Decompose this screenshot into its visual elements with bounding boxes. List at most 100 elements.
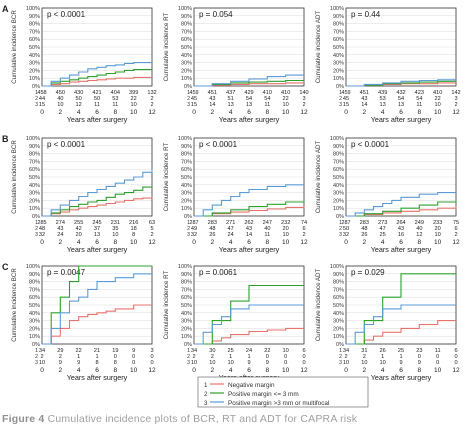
panel-b-3: 0% 10% 20%30% 40% 50% 60% 70%80% 90% 100% Cumulat… xyxy=(315,136,460,254)
risk-table-cell: 10 xyxy=(435,102,441,108)
y-tick-label: 60% xyxy=(181,167,192,173)
x-tick-label: 4 xyxy=(229,367,233,374)
x-axis-label: Years after surgery xyxy=(67,115,128,124)
p-value-label: p < 0.0001 xyxy=(47,10,86,19)
x-tick-label: 12 xyxy=(148,367,156,374)
risk-table-cell: 8 xyxy=(132,232,135,238)
y-tick-label: 10% xyxy=(29,76,40,82)
risk-table-cell: 255 xyxy=(74,220,83,226)
x-tick-label: 0 xyxy=(344,239,348,246)
y-axis-label: Cumulative incidence ADT xyxy=(315,269,322,342)
y-tick-label: 100% xyxy=(26,264,40,270)
x-axis-label: Years after surgery xyxy=(371,115,432,124)
y-tick-label: 100% xyxy=(26,136,40,142)
x-tick-label: 12 xyxy=(148,239,156,246)
y-tick-label: 40% xyxy=(181,183,192,189)
risk-table-row-label: 3 xyxy=(35,102,38,108)
panel-c-3: 0% 10% 20%30% 40% 50% 60% 70%80% 90% 100% Cumulat… xyxy=(315,264,460,382)
y-tick-label: 40% xyxy=(333,53,344,59)
y-tick-label: 30% xyxy=(333,191,344,197)
risk-table-cell: 232 xyxy=(281,220,290,226)
x-axis-label: Years after surgery xyxy=(371,373,432,382)
plot-frame xyxy=(41,137,153,217)
x-tick-label: 2 xyxy=(211,109,215,116)
series-line-3 xyxy=(194,184,304,217)
risk-table-cell: 40 xyxy=(416,226,422,232)
risk-table-cell: 25 xyxy=(228,348,234,354)
x-tick-label: 12 xyxy=(300,109,308,116)
plot-frame xyxy=(345,7,457,87)
series-line-3 xyxy=(346,304,456,345)
risk-table-cell: 262 xyxy=(244,220,253,226)
y-tick-label: 30% xyxy=(29,191,40,197)
risk-table-cell: 20 xyxy=(435,226,441,232)
y-tick-label: 80% xyxy=(181,22,192,28)
risk-table-cell: 20 xyxy=(76,232,82,238)
y-tick-label: 90% xyxy=(333,272,344,278)
risk-table-cell: 410 xyxy=(263,90,272,96)
risk-table-cell: 429 xyxy=(244,90,253,96)
p-value-label: p = 0.054 xyxy=(199,10,233,19)
y-tick-label: 60% xyxy=(333,37,344,43)
series-line-2 xyxy=(346,200,457,217)
risk-table-cell: 10 xyxy=(39,360,45,366)
x-axis-label: Years after surgery xyxy=(67,245,128,254)
risk-table-cell: 22 xyxy=(435,96,441,102)
panel-b-2: 0% 10% 20%30% 40% 50% 60% 70%80% 90% 100% Cumulat… xyxy=(163,136,308,254)
risk-table-row-label: 2 xyxy=(187,226,190,232)
risk-table-cell: 40 xyxy=(57,96,63,102)
y-tick-label: 90% xyxy=(181,272,192,278)
series-line-1 xyxy=(42,304,152,345)
x-axis-label: Years after surgery xyxy=(67,373,128,382)
x-tick-label: 8 xyxy=(418,239,422,246)
risk-table-cell: 18 xyxy=(131,226,137,232)
x-tick-label: 10 xyxy=(282,367,290,374)
y-tick-label: 60% xyxy=(181,295,192,301)
risk-table-cell: 0 xyxy=(436,354,439,360)
legend-label: Positive margin <= 3 mm xyxy=(228,391,299,398)
panel-b-1: 0% 10% 20%30% 40% 50% 60% 70%80% 90% 100% Cumulat… xyxy=(11,136,156,254)
risk-table-cell: 43 xyxy=(209,96,215,102)
y-tick-label: 80% xyxy=(333,152,344,158)
y-tick-label: 40% xyxy=(333,311,344,317)
risk-table-cell: 43 xyxy=(398,226,404,232)
risk-table-cell: 0 xyxy=(302,354,305,360)
y-tick-label: 80% xyxy=(29,22,40,28)
risk-table-cell: 410 xyxy=(433,90,442,96)
risk-table-cell: 231 xyxy=(111,220,120,226)
risk-table-cell: 271 xyxy=(226,220,235,226)
x-tick-label: 4 xyxy=(77,109,81,116)
x-tick-label: 4 xyxy=(229,109,233,116)
y-tick-label: 0% xyxy=(336,84,344,90)
risk-table-cell: 21 xyxy=(94,348,100,354)
risk-table-cell: 10 xyxy=(283,348,289,354)
risk-table-cell: 6 xyxy=(302,226,305,232)
y-axis-label: Cumulative incidence ADT xyxy=(315,11,322,84)
risk-table-cell: 10 xyxy=(131,102,137,108)
y-tick-label: 20% xyxy=(29,326,40,332)
risk-table-cell: 283 xyxy=(360,220,369,226)
risk-table-cell: 54 xyxy=(398,96,404,102)
risk-table-cell: 45 xyxy=(343,96,349,102)
risk-table-cell: 23 xyxy=(416,348,422,354)
legend-number: 3 xyxy=(204,400,208,407)
y-tick-label: 30% xyxy=(333,61,344,67)
risk-table-cell: 45 xyxy=(191,96,197,102)
risk-table-cell: 40 xyxy=(264,226,270,232)
y-tick-label: 20% xyxy=(29,68,40,74)
x-tick-label: 0 xyxy=(344,367,348,374)
risk-table-cell: 14 xyxy=(246,232,252,238)
risk-table-cell: 1 xyxy=(229,354,232,360)
risk-table-row-label: 3 xyxy=(339,360,342,366)
y-axis-label: Cumulative incidence RT xyxy=(163,12,170,81)
x-tick-label: 12 xyxy=(452,109,460,116)
risk-table-cell: 10 xyxy=(191,360,197,366)
y-tick-label: 80% xyxy=(29,152,40,158)
risk-table-cell: 54 xyxy=(264,96,270,102)
risk-table-cell: 13 xyxy=(398,102,404,108)
y-tick-label: 0% xyxy=(184,342,192,348)
x-tick-label: 10 xyxy=(434,239,442,246)
risk-table-row-label: 3 xyxy=(187,102,190,108)
risk-table-cell: 0 xyxy=(418,354,421,360)
x-tick-label: 0 xyxy=(40,109,44,116)
